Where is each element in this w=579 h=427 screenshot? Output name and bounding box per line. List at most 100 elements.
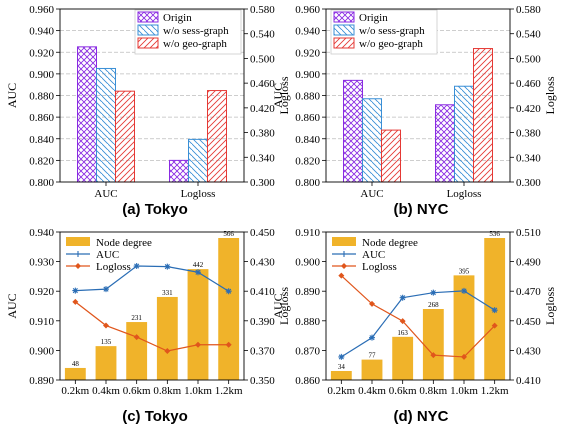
legend-label: Origin [359, 12, 388, 24]
y-tick-label: 0.880 [295, 91, 320, 103]
legend-swatch [66, 237, 90, 246]
logloss-line [340, 275, 496, 358]
bar-logloss [435, 104, 455, 183]
legend-marker [341, 251, 347, 257]
y2-tick-label: 0.470 [516, 286, 541, 298]
y-tick-label: 0.920 [29, 286, 54, 298]
caption-b: (b) NYC [394, 201, 449, 218]
legend-swatch [332, 237, 356, 246]
logloss-point [430, 352, 437, 359]
y-tick-label: 0.840 [29, 134, 54, 146]
auc-point [133, 263, 140, 270]
degree-bar-label: 34 [338, 363, 346, 371]
legend-label: Logloss [362, 261, 397, 273]
y-tick-label: 0.820 [29, 155, 54, 167]
auc-point [338, 353, 345, 360]
bar-auc [115, 90, 135, 183]
y2-tick-label: 0.410 [516, 375, 541, 387]
legend-marker [75, 251, 81, 257]
x-tick-label: 1.0km [450, 385, 478, 397]
y-tick-label: 0.900 [295, 69, 320, 81]
logloss-point [103, 322, 109, 329]
y-tick-label: 0.890 [29, 375, 54, 387]
auc-point [195, 269, 201, 276]
degree-bar [453, 275, 475, 380]
legend-label: AUC [362, 249, 385, 261]
logloss-point [133, 334, 140, 341]
degree-bar [330, 370, 352, 380]
y-tick-label: 0.840 [295, 134, 320, 146]
bar-logloss [454, 85, 474, 183]
degree-bar [422, 309, 444, 380]
degree-bar-label: 48 [72, 360, 80, 368]
auc-point [103, 286, 109, 293]
y2-tick-label: 0.540 [250, 29, 275, 41]
bar-auc [381, 129, 401, 183]
degree-bar [218, 238, 240, 380]
y-axis-label: AUC [5, 83, 19, 108]
degree-bar-label: 536 [489, 230, 500, 238]
y-axis-label: AUC [271, 293, 285, 318]
logloss-line [74, 301, 229, 352]
legend-label: Node degree [96, 237, 152, 249]
y-tick-label: 0.960 [29, 4, 54, 16]
y-tick-label: 0.960 [295, 4, 320, 16]
x-tick-label: 1.0km [184, 385, 212, 397]
legend-label: w/o sess-graph [359, 25, 425, 37]
caption-d: (d) NYC [394, 408, 449, 425]
x-tick-label: 0.8km [419, 385, 447, 397]
y2-tick-label: 0.580 [250, 4, 275, 16]
legend-label: w/o geo-graph [163, 38, 227, 50]
x-tick-label: 0.2km [61, 385, 89, 397]
y-tick-label: 0.860 [295, 375, 320, 387]
y2-tick-label: 0.500 [516, 53, 541, 65]
bar-auc [362, 98, 382, 183]
degree-bar-label: 442 [193, 261, 204, 269]
legend-label: w/o sess-graph [163, 25, 229, 37]
x-tick-label: 0.4km [358, 385, 386, 397]
legend-swatch [333, 11, 355, 23]
legend-swatch [137, 11, 159, 23]
y2-tick-label: 0.300 [516, 177, 541, 189]
y2-tick-label: 0.370 [250, 345, 275, 357]
y-tick-label: 0.900 [29, 345, 54, 357]
auc-point [491, 307, 498, 314]
legend-swatch [333, 24, 355, 36]
bar-auc [96, 67, 116, 183]
y-tick-label: 0.940 [29, 227, 54, 239]
degree-bar-label: 395 [459, 267, 470, 275]
panel-c: 0.890 0.900 0.910 0.920 0.930 0.940 0.350 0.370… [5, 227, 291, 397]
plot-frame [59, 231, 245, 381]
y-tick-label: 0.920 [295, 47, 320, 59]
y2-tick-label: 0.420 [250, 103, 275, 115]
x-tick-label: 0.6km [389, 385, 417, 397]
y-tick-label: 0.920 [29, 47, 54, 59]
logloss-point [225, 341, 232, 348]
y2-axis-label: Logloss [277, 76, 291, 114]
logloss-point [461, 353, 467, 360]
y2-tick-label: 0.340 [250, 152, 275, 164]
plot-frame [325, 8, 511, 183]
degree-bar [95, 346, 117, 380]
auc-point [399, 294, 406, 301]
logloss-point [164, 347, 171, 354]
y2-tick-label: 0.350 [250, 375, 275, 387]
y2-tick-label: 0.510 [516, 227, 541, 239]
y2-tick-label: 0.460 [250, 78, 275, 90]
y-axis-label: AUC [5, 293, 19, 318]
y2-tick-label: 0.380 [250, 128, 275, 140]
degree-bar [187, 269, 209, 380]
y-axis-label: AUC [271, 83, 285, 108]
x-tick-label: Logloss [181, 188, 216, 200]
y-tick-label: 0.870 [295, 345, 320, 357]
degree-bar [392, 336, 414, 380]
y2-tick-label: 0.380 [516, 128, 541, 140]
logloss-point [399, 318, 406, 325]
bar-logloss [473, 48, 493, 183]
legend-label: w/o geo-graph [359, 38, 423, 50]
y2-axis-label: Logloss [543, 287, 557, 325]
y-tick-label: 0.800 [29, 177, 54, 189]
x-tick-label: 0.6km [123, 385, 151, 397]
y2-tick-label: 0.430 [250, 257, 275, 269]
legend-label: AUC [96, 249, 119, 261]
